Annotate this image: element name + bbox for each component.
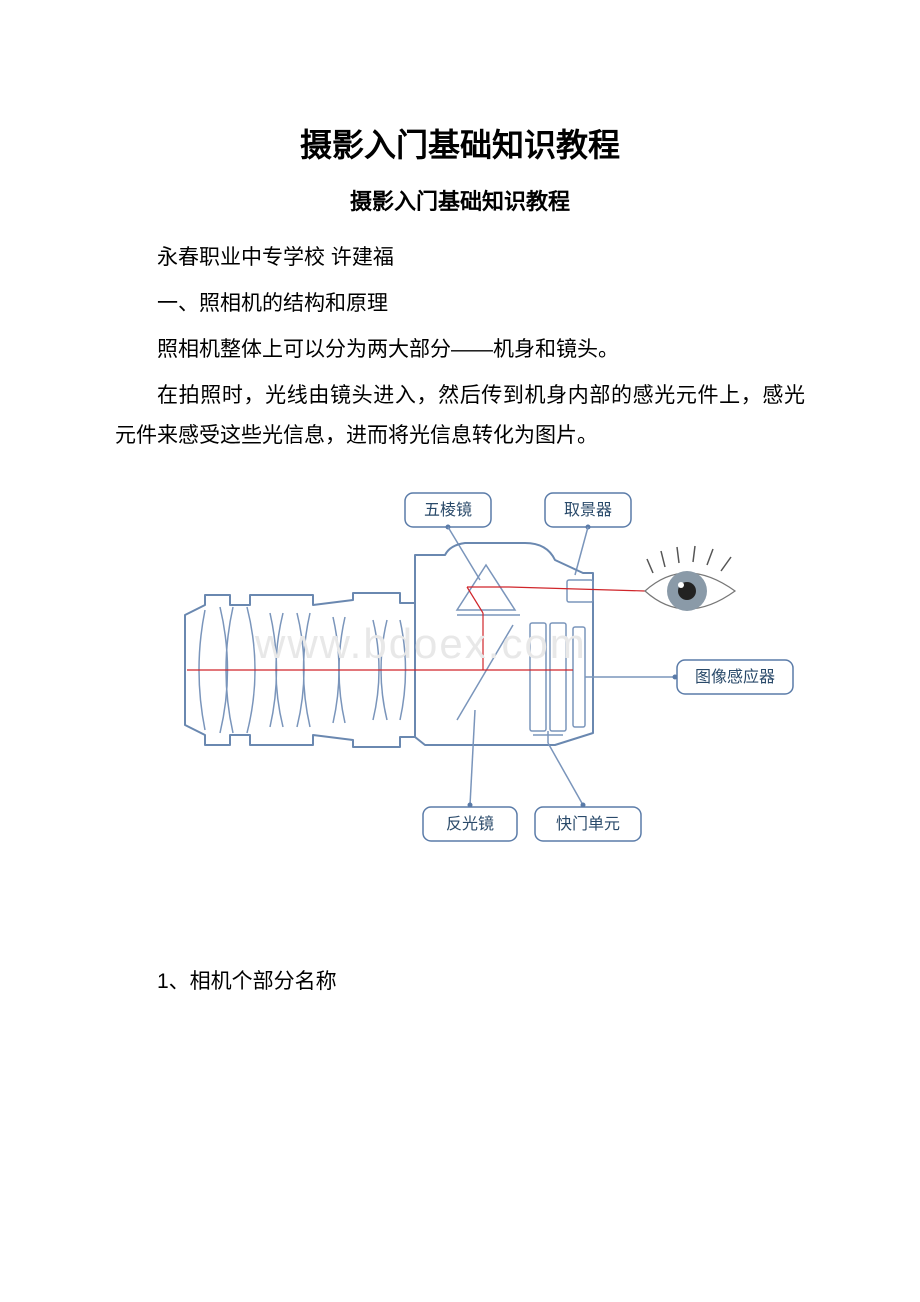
page-title: 摄影入门基础知识教程 bbox=[115, 120, 805, 166]
eye-icon bbox=[645, 546, 735, 611]
camera-diagram: www.bdoex.com 五棱镜 取景器 bbox=[175, 485, 805, 855]
svg-text:反光镜: 反光镜 bbox=[446, 814, 494, 833]
label-pentaprism: 五棱镜 bbox=[405, 493, 491, 580]
image-sensor-shape bbox=[573, 627, 585, 727]
label-mirror: 反光镜 bbox=[423, 710, 517, 841]
label-image-sensor: 图像感应器 bbox=[585, 660, 793, 694]
label-shutter-unit: 快门单元 bbox=[535, 743, 641, 841]
viewfinder-eyepiece bbox=[567, 580, 593, 602]
mirror-line bbox=[457, 625, 513, 720]
section-1-item-1: 1、相机个部分名称 bbox=[115, 965, 805, 995]
label-viewfinder: 取景器 bbox=[545, 493, 631, 575]
svg-text:取景器: 取景器 bbox=[564, 501, 612, 519]
svg-text:快门单元: 快门单元 bbox=[556, 815, 620, 833]
page-subtitle: 摄影入门基础知识教程 bbox=[115, 184, 805, 216]
camera-diagram-svg: 五棱镜 取景器 bbox=[175, 485, 815, 855]
shutter-unit-shape bbox=[530, 623, 566, 743]
section-1-heading: 一、照相机的结构和原理 bbox=[115, 284, 805, 324]
svg-text:五棱镜: 五棱镜 bbox=[424, 500, 472, 519]
author-line: 永春职业中专学校 许建福 bbox=[115, 238, 805, 278]
paragraph-1: 照相机整体上可以分为两大部分——机身和镜头。 bbox=[115, 330, 805, 370]
svg-text:图像感应器: 图像感应器 bbox=[695, 667, 775, 686]
paragraph-2: 在拍照时，光线由镜头进入，然后传到机身内部的感光元件上，感光元件来感受这些光信息… bbox=[115, 376, 805, 456]
